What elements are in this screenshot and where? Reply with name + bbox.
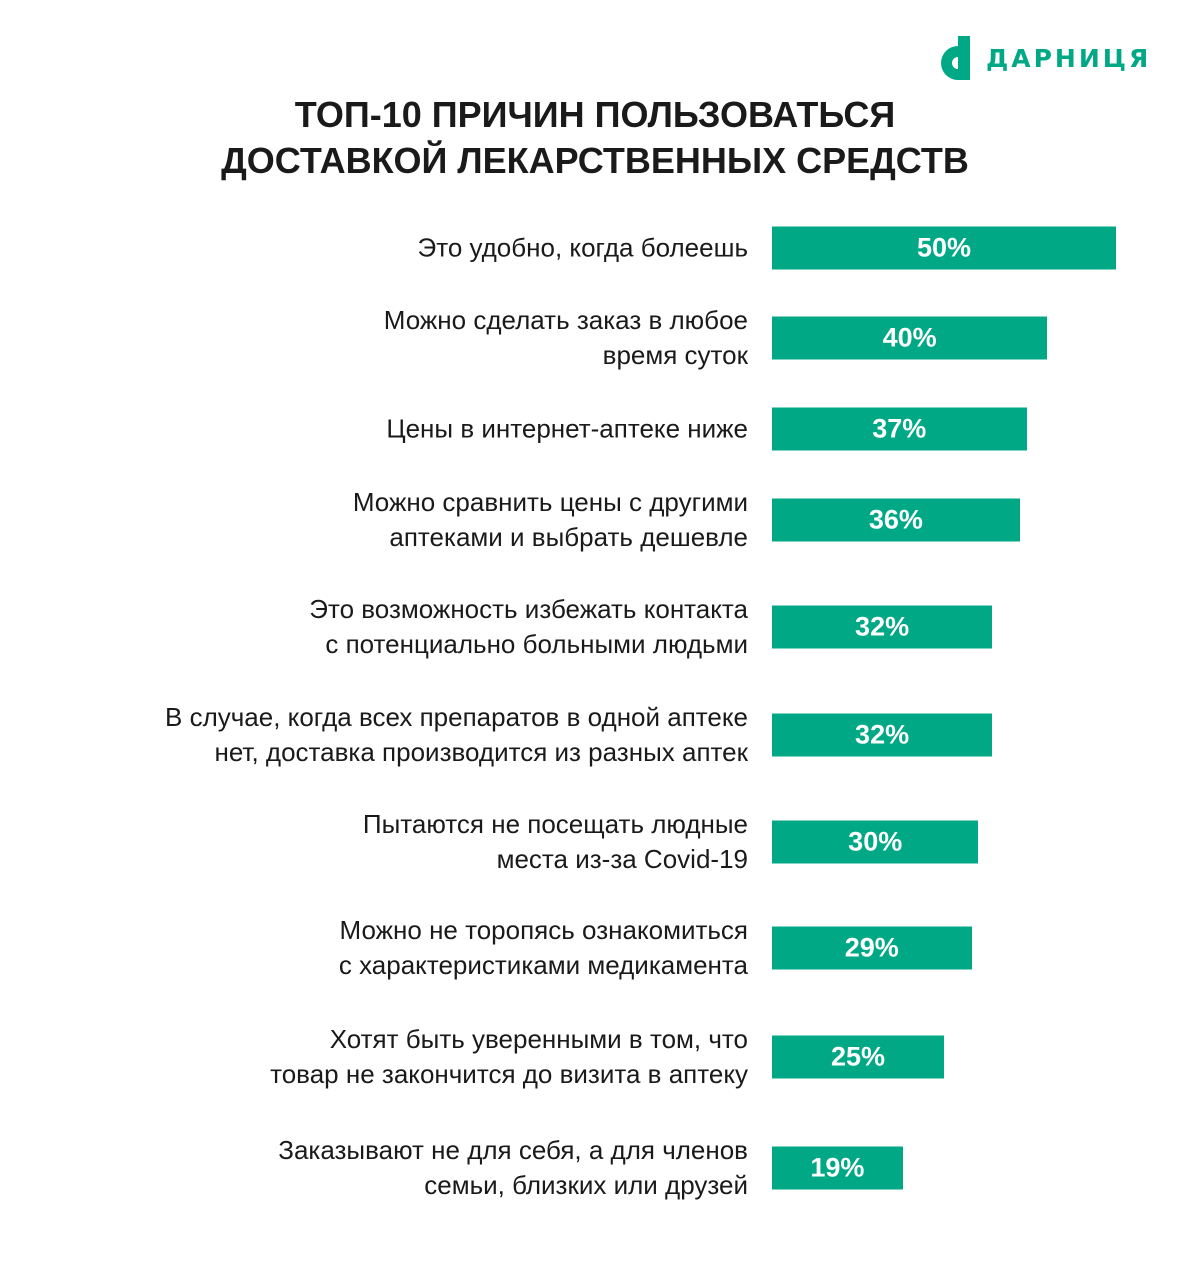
category-label-line: Хотят быть уверенными в том, что	[329, 1024, 748, 1054]
category-label-line: Это возможность избежать контакта	[309, 594, 748, 624]
category-label-line: Можно сравнить цены с другими	[352, 487, 748, 517]
data-label: 19%	[810, 1152, 865, 1183]
bar: 30%	[772, 820, 979, 864]
bar: 50%	[772, 226, 1116, 270]
category-label-line: товар не закончится до визита в аптеку	[270, 1059, 748, 1089]
bar-row: Можно не торопясь ознакомиться с характер…	[0, 898, 1190, 998]
category-label-line: Можно не торопясь ознакомиться	[339, 915, 748, 945]
bar: 29%	[772, 926, 972, 970]
category-label-line: Пытаются не посещать людные	[362, 809, 748, 839]
category-label-line: Цены в интернет-аптеке ниже	[386, 413, 748, 444]
title-line: ДОСТАВКОЙ ЛЕКАРСТВЕННЫХ СРЕДСТВ	[221, 140, 969, 181]
bar-row: Заказывают не для себя, а для членов семь…	[0, 1118, 1190, 1218]
category-label-line: Можно сделать заказ в любое	[383, 305, 748, 335]
bar-row: Это удобно, когда болеешь 50%	[0, 198, 1190, 298]
data-label: 32%	[855, 611, 910, 642]
data-label: 37%	[872, 413, 927, 444]
category-label: Можно сделать заказ в любое время суток	[48, 303, 748, 373]
bar-row: Можно сделать заказ в любое время суток 40…	[0, 288, 1190, 388]
logo-mark-icon	[941, 36, 970, 80]
data-label: 32%	[855, 719, 910, 750]
data-label: 30%	[848, 826, 903, 857]
category-label-line: время суток	[602, 340, 748, 370]
category-label: Хотят быть уверенными в том, что товар не…	[48, 1022, 748, 1092]
data-label: 36%	[868, 504, 923, 535]
logo-text: ДАРНИЦЯ	[986, 43, 1152, 73]
category-label: В случае, когда всех препаратов в одной …	[48, 700, 748, 770]
bar: 40%	[772, 316, 1048, 360]
bar: 19%	[772, 1146, 903, 1190]
bar: 32%	[772, 713, 993, 757]
category-label-line: Заказывают не для себя, а для членов	[278, 1135, 748, 1165]
bar-row: Можно сравнить цены с другими аптеками и …	[0, 470, 1190, 570]
bar: 36%	[772, 498, 1020, 542]
category-label-line: с потенциально больными людьми	[325, 629, 748, 659]
bar: 37%	[772, 407, 1027, 451]
category-label: Можно не торопясь ознакомиться с характер…	[48, 913, 748, 983]
data-label: 29%	[844, 932, 899, 963]
category-label-line: места из-за Covid-19	[496, 844, 748, 874]
category-label-line: Это удобно, когда болеешь	[417, 232, 748, 263]
category-label: Заказывают не для себя, а для членов семь…	[48, 1133, 748, 1203]
category-label-line: нет, доставка производится из разных апт…	[214, 737, 748, 767]
category-label-line: семьи, близких или друзей	[424, 1170, 748, 1200]
data-label: 40%	[882, 322, 937, 353]
data-label: 25%	[830, 1041, 886, 1072]
category-label: Цены в интернет-аптеке ниже	[48, 412, 748, 447]
bar-row: В случае, когда всех препаратов в одной …	[0, 685, 1190, 785]
bar-row: Хотят быть уверенными в том, что товар не…	[0, 1007, 1190, 1107]
category-label-line: В случае, когда всех препаратов в одной …	[165, 702, 748, 732]
category-label: Пытаются не посещать людные места из-за C…	[48, 807, 748, 877]
category-label-line: с характеристиками медикамента	[338, 950, 748, 980]
bar-row: Цены в интернет-аптеке ниже 37%	[0, 379, 1190, 479]
category-label: Можно сравнить цены с другими аптеками и …	[48, 485, 748, 555]
logo: ДАРНИЦЯ	[930, 36, 1151, 80]
bar: 32%	[772, 605, 993, 649]
category-label: Это удобно, когда болеешь	[48, 231, 748, 266]
category-label-line: аптеками и выбрать дешевле	[389, 522, 748, 552]
bar-row: Это возможность избежать контакта с потен…	[0, 577, 1190, 677]
bar-row: Пытаются не посещать людные места из-за C…	[0, 792, 1190, 892]
data-label: 50%	[916, 232, 972, 263]
title-line: ТОП-10 ПРИЧИН ПОЛЬЗОВАТЬСЯ	[294, 94, 896, 135]
chart-title: ТОП-10 ПРИЧИН ПОЛЬЗОВАТЬСЯ ДОСТАВКОЙ ЛЕК…	[0, 92, 1190, 184]
bar: 25%	[772, 1035, 944, 1079]
category-label: Это возможность избежать контакта с потен…	[48, 592, 748, 662]
